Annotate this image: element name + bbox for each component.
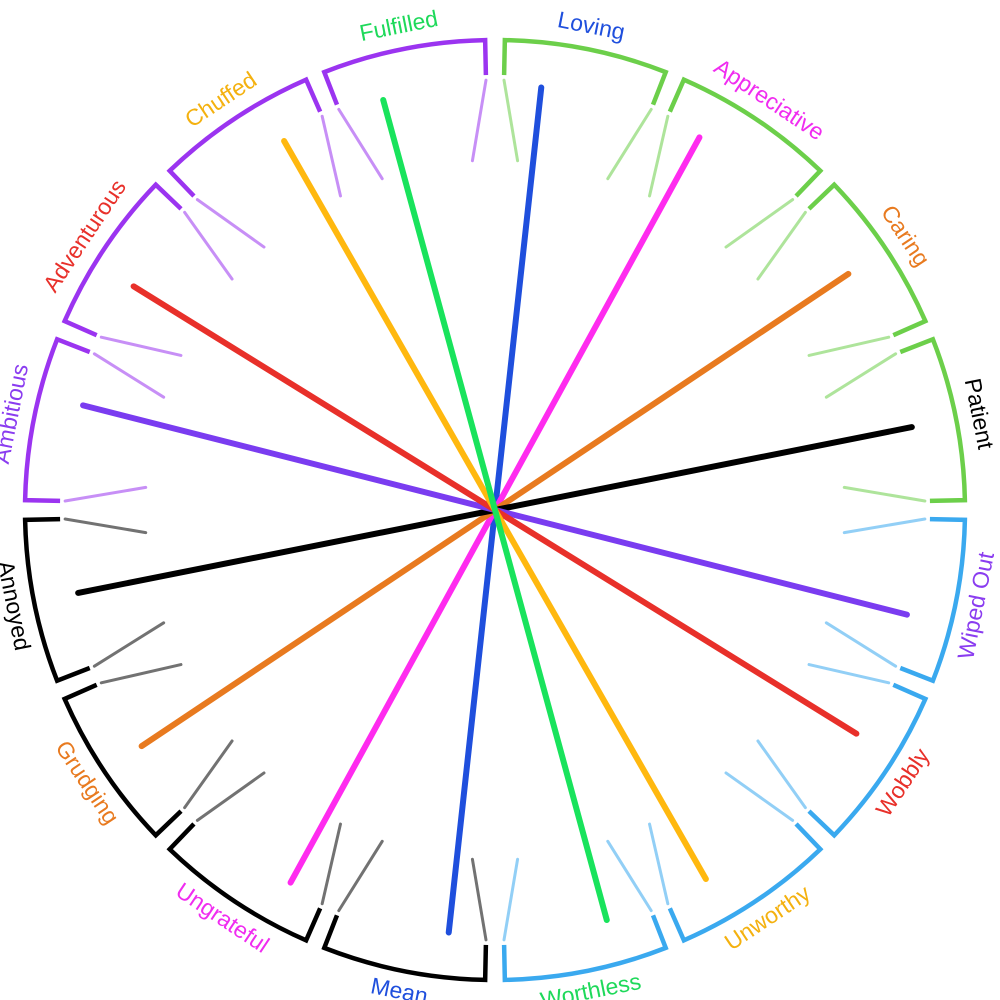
segment-1-4 xyxy=(899,516,968,684)
segment-tick xyxy=(842,485,927,503)
segment-tick xyxy=(337,107,384,181)
segment-tick xyxy=(756,210,807,281)
spokes xyxy=(75,84,915,936)
label-patient: Patient xyxy=(960,376,1000,452)
segment-tick xyxy=(183,210,234,281)
segment-tick xyxy=(99,663,183,685)
segment-tick xyxy=(807,663,891,685)
segment-tick xyxy=(842,517,927,535)
segment-tick xyxy=(724,771,795,822)
outer-segments xyxy=(22,37,968,983)
segment-tick xyxy=(824,352,898,399)
segment-3-12 xyxy=(22,336,91,504)
segment-1-7 xyxy=(501,914,669,983)
label-worthless: Worthless xyxy=(538,968,643,1000)
spoke-fulfilled xyxy=(380,96,610,924)
segment-0-3 xyxy=(899,336,968,504)
segment-3-13 xyxy=(61,181,183,338)
segment-tick xyxy=(195,771,266,822)
segment-tick xyxy=(63,485,148,503)
segment-2-8 xyxy=(321,914,489,983)
segment-2-9 xyxy=(166,822,323,944)
segment-0-2 xyxy=(807,181,929,338)
segment-tick xyxy=(92,352,166,399)
segment-tick xyxy=(99,335,183,357)
segment-tick xyxy=(195,198,266,249)
segment-tick xyxy=(724,198,795,249)
segment-2-10 xyxy=(61,682,183,839)
segment-3-14 xyxy=(166,76,323,198)
segment-tick xyxy=(337,839,384,913)
segment-1-5 xyxy=(807,682,929,839)
segment-tick xyxy=(606,107,653,181)
segment-tick xyxy=(807,335,891,357)
segment-tick xyxy=(756,739,807,810)
segment-2-11 xyxy=(22,516,91,684)
label-wiped-out: Wiped Out xyxy=(952,549,999,661)
segment-tick xyxy=(63,517,148,535)
segment-tick xyxy=(470,857,488,942)
segment-0-1 xyxy=(667,76,824,198)
segment-tick xyxy=(502,78,520,163)
segment-0-0 xyxy=(501,37,669,106)
segment-tick xyxy=(470,78,488,163)
segment-tick xyxy=(183,739,234,810)
segment-tick xyxy=(502,857,520,942)
segment-tick xyxy=(92,621,166,668)
label-loving: Loving xyxy=(556,6,628,45)
label-caring: Caring xyxy=(876,200,935,271)
segment-tick xyxy=(320,114,342,198)
label-chuffed: Chuffed xyxy=(180,66,261,132)
segment-3-15 xyxy=(321,37,489,106)
segment-tick xyxy=(824,621,898,668)
label-fulfilled: Fulfilled xyxy=(357,5,440,46)
segment-tick xyxy=(320,822,342,906)
segment-tick xyxy=(606,839,653,913)
segment-tick xyxy=(648,822,670,906)
segment-1-6 xyxy=(667,822,824,944)
segment-tick xyxy=(648,114,670,198)
